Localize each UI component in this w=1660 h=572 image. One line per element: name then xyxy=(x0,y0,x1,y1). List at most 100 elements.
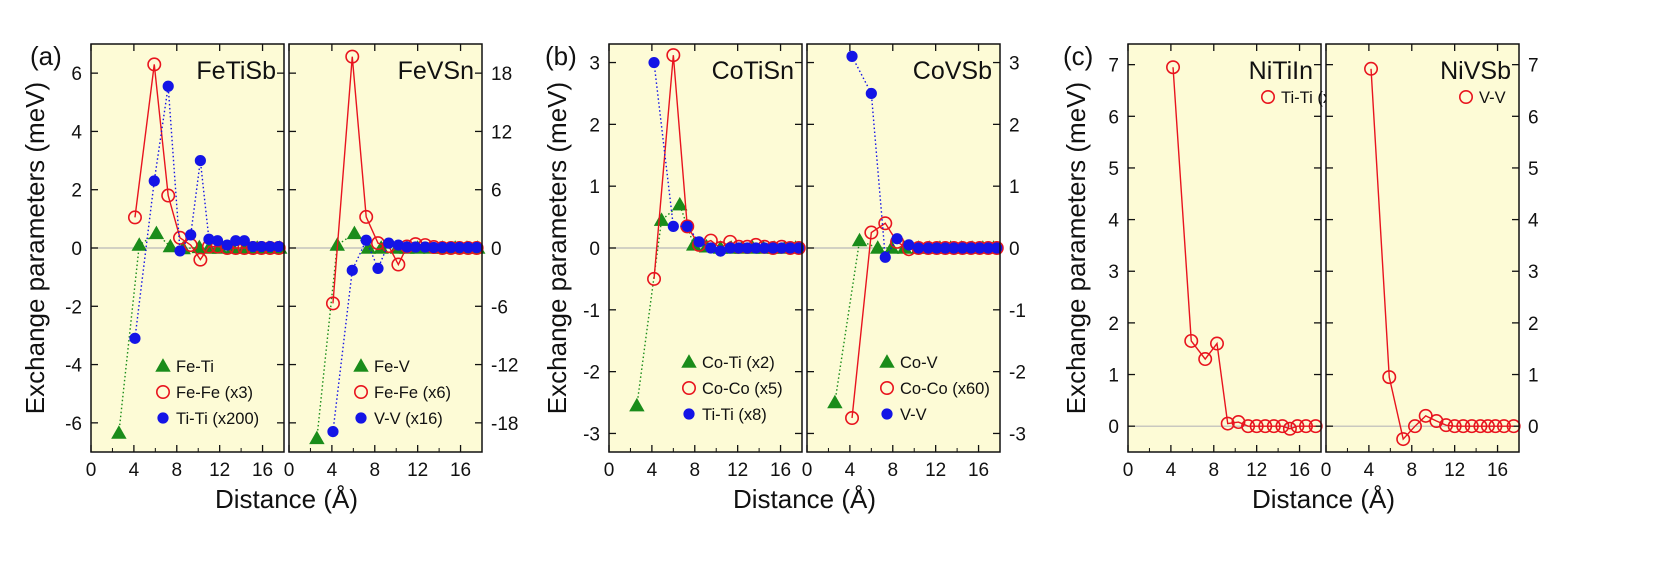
x-tick-label: 12 xyxy=(727,460,748,481)
y-tick-label: 2 xyxy=(71,181,82,202)
y-tick-label: -18 xyxy=(491,414,518,435)
plot-background xyxy=(1326,44,1519,452)
y-tick-label: 0 xyxy=(589,239,600,260)
y-tick-label: -12 xyxy=(491,356,518,377)
y-tick-label: 3 xyxy=(1528,262,1539,283)
legend-entry: Ti-Ti (x200) xyxy=(157,410,259,428)
x-tick-label: 4 xyxy=(327,460,338,481)
y-tick-label: 1 xyxy=(1108,366,1119,387)
legend-marker xyxy=(355,412,367,424)
data-point xyxy=(1184,333,1199,348)
y-axis-label: Exchange parameters (meV) xyxy=(20,82,50,414)
data-point xyxy=(238,235,250,247)
data-point xyxy=(1290,419,1305,434)
x-tick-label: 0 xyxy=(802,460,813,481)
panel-FeTiSb: 0 4 8 12 16 -6 -4 -2 0 2 4 6 FeTiSb Fe-Ti Fe-Fe (x3) Ti… xyxy=(65,43,288,481)
x-tick-label: 16 xyxy=(1289,460,1310,481)
data-point xyxy=(648,56,660,69)
x-tick-label: 16 xyxy=(770,460,791,481)
y-tick-label: 6 xyxy=(1108,107,1119,128)
legend-label: Ti-Ti (x200) xyxy=(176,410,259,428)
panel-title: NiVSb xyxy=(1440,57,1511,85)
y-tick-label: 7 xyxy=(1108,56,1119,77)
y-tick-label: 3 xyxy=(1108,262,1119,283)
data-point xyxy=(1258,419,1273,434)
data-point xyxy=(846,50,858,62)
legend-label: Co-V xyxy=(900,354,938,372)
x-axis-label: Distance (Å) xyxy=(215,484,358,514)
legend-entry: Fe-V xyxy=(353,358,410,376)
y-tick-label: 0 xyxy=(1108,417,1119,438)
legend-marker xyxy=(879,380,894,395)
data-point xyxy=(681,220,693,232)
figure-group-0: (a) Exchange parameters (meV) Distance (Å)… xyxy=(20,41,518,514)
data-point xyxy=(870,240,886,254)
x-tick-label: 0 xyxy=(284,460,295,481)
legend-marker xyxy=(681,380,696,395)
data-point xyxy=(327,425,339,438)
y-tick-label: 5 xyxy=(1528,159,1539,180)
y-tick-label: 1 xyxy=(589,177,600,198)
legend-label: Co-Co (x5) xyxy=(702,380,783,398)
x-tick-label: 0 xyxy=(1123,460,1134,481)
y-tick-label: 0 xyxy=(71,239,82,260)
data-point xyxy=(878,216,893,231)
data-point xyxy=(705,242,717,254)
legend-marker xyxy=(881,408,893,420)
plot-frame xyxy=(1127,43,1322,453)
panel-title: CoVSb xyxy=(913,57,992,85)
panel-letter: (c) xyxy=(1063,41,1093,71)
y-tick-label: 4 xyxy=(1528,211,1539,232)
data-point xyxy=(131,237,147,251)
data-point xyxy=(1275,419,1290,434)
y-tick-label: -2 xyxy=(65,297,82,318)
legend-label: Co-Ti (x2) xyxy=(702,354,775,372)
y-tick-label: 2 xyxy=(589,115,600,136)
y-tick-label: 6 xyxy=(71,64,82,85)
data-point xyxy=(309,430,325,445)
legend-label: Fe-Fe (x3) xyxy=(176,384,253,402)
y-tick-label: 0 xyxy=(1528,417,1539,438)
y-axis-label: Exchange parameters (meV) xyxy=(542,82,572,414)
panel-title: FeTiSb xyxy=(196,57,276,85)
data-point xyxy=(211,235,224,247)
x-tick-label: 8 xyxy=(171,460,182,481)
x-tick-label: 0 xyxy=(604,460,615,481)
data-point xyxy=(161,188,176,203)
legend-label: V-V xyxy=(1479,89,1506,107)
y-tick-label: 18 xyxy=(491,64,512,85)
legend-marker xyxy=(157,412,169,424)
y-tick-label: -1 xyxy=(583,301,600,322)
y-tick-label: 3 xyxy=(589,54,600,75)
x-tick-label: 16 xyxy=(1487,460,1508,481)
x-tick-label: 12 xyxy=(407,460,428,481)
legend-label: Ti-Ti (x8) xyxy=(702,406,767,424)
legend-marker xyxy=(1459,90,1474,105)
y-tick-label: 5 xyxy=(1108,159,1119,180)
legend-label: Fe-Ti xyxy=(176,358,214,376)
y-tick-label: 1 xyxy=(1009,177,1020,198)
data-point xyxy=(1396,432,1411,447)
plot-frame xyxy=(608,43,803,453)
legend-entry: Fe-Fe (x3) xyxy=(156,384,253,402)
x-tick-label: 8 xyxy=(689,460,700,481)
legend-entry: V-V xyxy=(881,406,927,424)
data-point xyxy=(1407,419,1422,434)
data-point xyxy=(891,233,903,245)
panel-FeVSn: 0 4 8 12 16 -18 -12 -6 0 6 12 18 FeVSn Fe-V Fe-Fe (x6)… xyxy=(284,43,518,481)
data-point xyxy=(1429,414,1444,429)
legend-marker xyxy=(156,384,171,399)
data-point xyxy=(174,245,186,257)
x-tick-label: 0 xyxy=(1321,460,1332,481)
data-point xyxy=(693,236,705,248)
x-tick-label: 12 xyxy=(925,460,946,481)
data-point xyxy=(1209,336,1224,351)
legend-entry: V-V (x16) xyxy=(355,410,443,428)
y-tick-label: -4 xyxy=(65,356,82,377)
y-tick-label: 0 xyxy=(491,239,502,260)
data-point xyxy=(360,234,372,246)
panel-letter: (a) xyxy=(30,41,62,71)
data-point xyxy=(1447,419,1462,434)
